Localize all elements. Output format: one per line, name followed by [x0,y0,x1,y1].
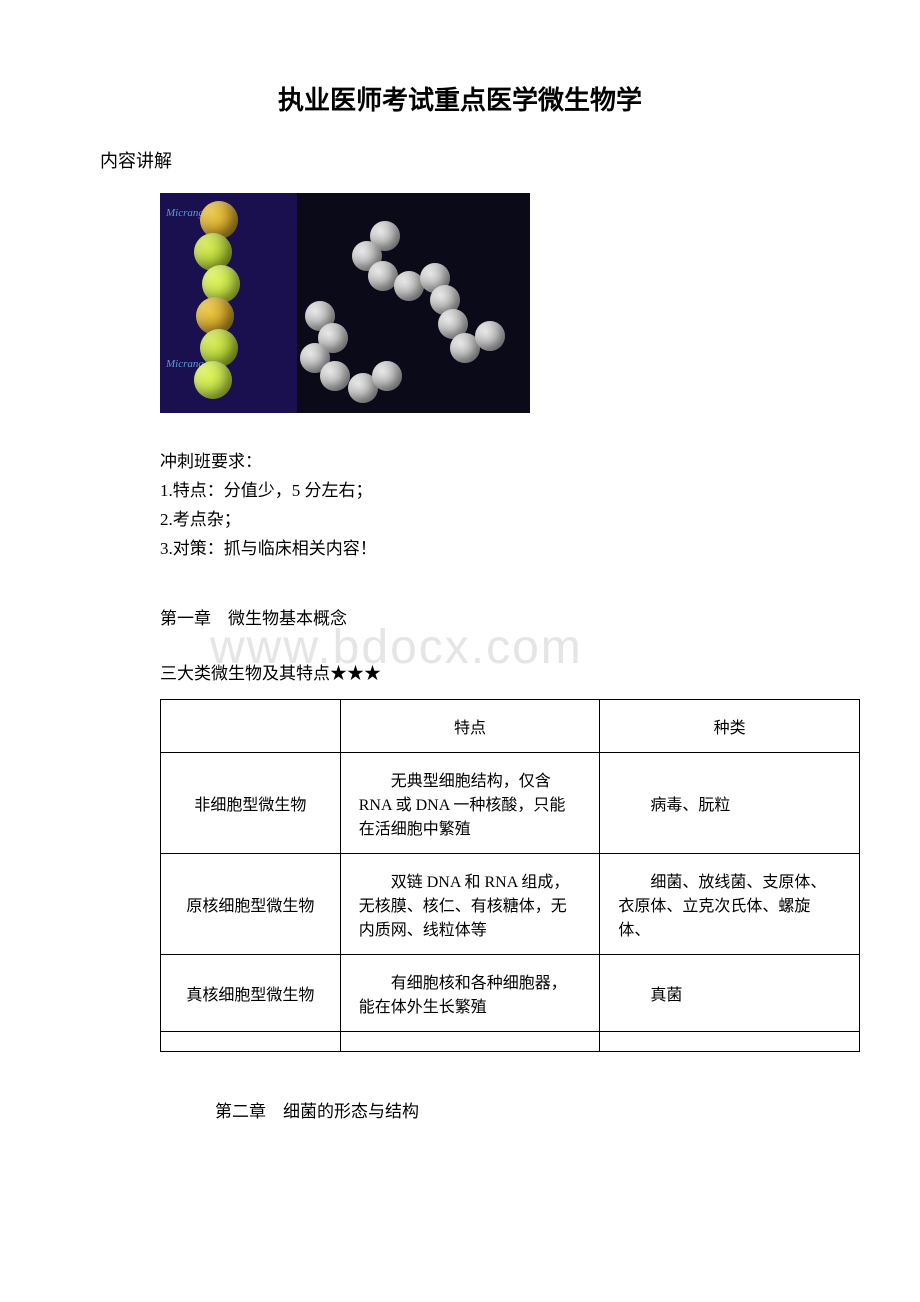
table-row-label: 原核细胞型微生物 [161,853,341,954]
table-header: 种类 [600,699,860,752]
requirement-item: 1.特点：分值少，5 分左右； [160,477,820,506]
table-empty-cell [340,1031,600,1051]
coccus-chain-left [180,201,240,405]
coccus-chain-right [300,213,520,403]
chapter2-heading: 第二章 细菌的形态与结构 [215,1097,820,1122]
table-empty-cell [161,1031,341,1051]
chapter1-heading: 第一章 微生物基本概念 [160,604,820,629]
requirements-block: 冲刺班要求： 1.特点：分值少，5 分左右； 2.考点杂； 3.对策：抓与临床相… [160,448,820,564]
requirement-item: 2.考点杂； [160,506,820,535]
microbe-table: 特点 种类 非细胞型微生物 无典型细胞结构，仅含 RNA 或 DNA 一种核酸，… [160,699,860,1052]
table-cell-types: 细菌、放线菌、支原体、衣原体、立克次氏体、螺旋体、 [600,853,860,954]
table-empty-cell [600,1031,860,1051]
table-cell-features: 有细胞核和各种细胞器，能在体外生长繁殖 [340,954,600,1031]
microbe-image: Micrangela Micrangela [160,193,530,413]
page-title: 执业医师考试重点医学微生物学 [100,80,820,117]
chapter1-subheading: 三大类微生物及其特点★★★ [160,659,820,684]
table-row: 非细胞型微生物 无典型细胞结构，仅含 RNA 或 DNA 一种核酸，只能在活细胞… [161,752,860,853]
table-cell-types: 病毒、朊粒 [600,752,860,853]
table-header-row: 特点 种类 [161,699,860,752]
table-row-label: 真核细胞型微生物 [161,954,341,1031]
table-empty-row [161,1031,860,1051]
table-cell-types: 真菌 [600,954,860,1031]
requirements-heading: 冲刺班要求： [160,448,820,477]
table-cell-features: 双链 DNA 和 RNA 组成，无核膜、核仁、有核糖体，无内质网、线粒体等 [340,853,600,954]
table-row: 原核细胞型微生物 双链 DNA 和 RNA 组成，无核膜、核仁、有核糖体，无内质… [161,853,860,954]
table-header: 特点 [340,699,600,752]
table-row: 真核细胞型微生物 有细胞核和各种细胞器，能在体外生长繁殖 真菌 [161,954,860,1031]
table-cell-features: 无典型细胞结构，仅含 RNA 或 DNA 一种核酸，只能在活细胞中繁殖 [340,752,600,853]
content-label: 内容讲解 [100,147,820,173]
table-row-label: 非细胞型微生物 [161,752,341,853]
requirement-item: 3.对策：抓与临床相关内容！ [160,535,820,564]
table-header [161,699,341,752]
